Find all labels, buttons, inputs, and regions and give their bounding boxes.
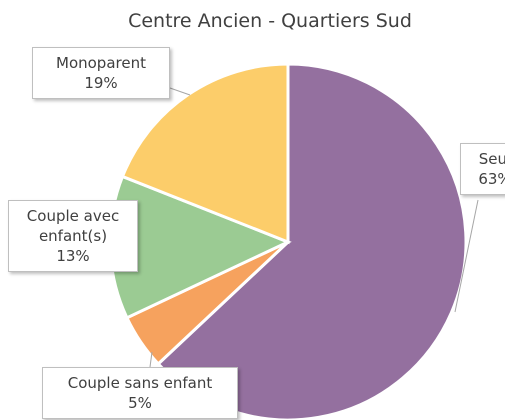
value-label: 5% (128, 394, 152, 412)
data-label: Couple avec enfant(s) 13% (8, 200, 138, 272)
pie-slice (156, 62, 468, 420)
category-label: Couple avec enfant(s) (26, 207, 120, 245)
value-label: 63% (478, 170, 505, 188)
category-label: Couple sans enfant (67, 374, 213, 392)
data-label: Monoparent 19% (32, 47, 170, 99)
leader-line (169, 87, 191, 96)
data-label: Couple sans enfant 5% (42, 367, 238, 419)
category-label: Seul (478, 150, 505, 168)
chart-title: Centre Ancien - Quartiers Sud (128, 10, 412, 32)
data-label: Seul 63% (460, 143, 505, 195)
value-label: 13% (56, 247, 90, 265)
leader-line (454, 199, 479, 313)
leader-line (149, 351, 153, 368)
value-label: 19% (84, 74, 118, 92)
category-label: Monoparent (56, 54, 146, 72)
